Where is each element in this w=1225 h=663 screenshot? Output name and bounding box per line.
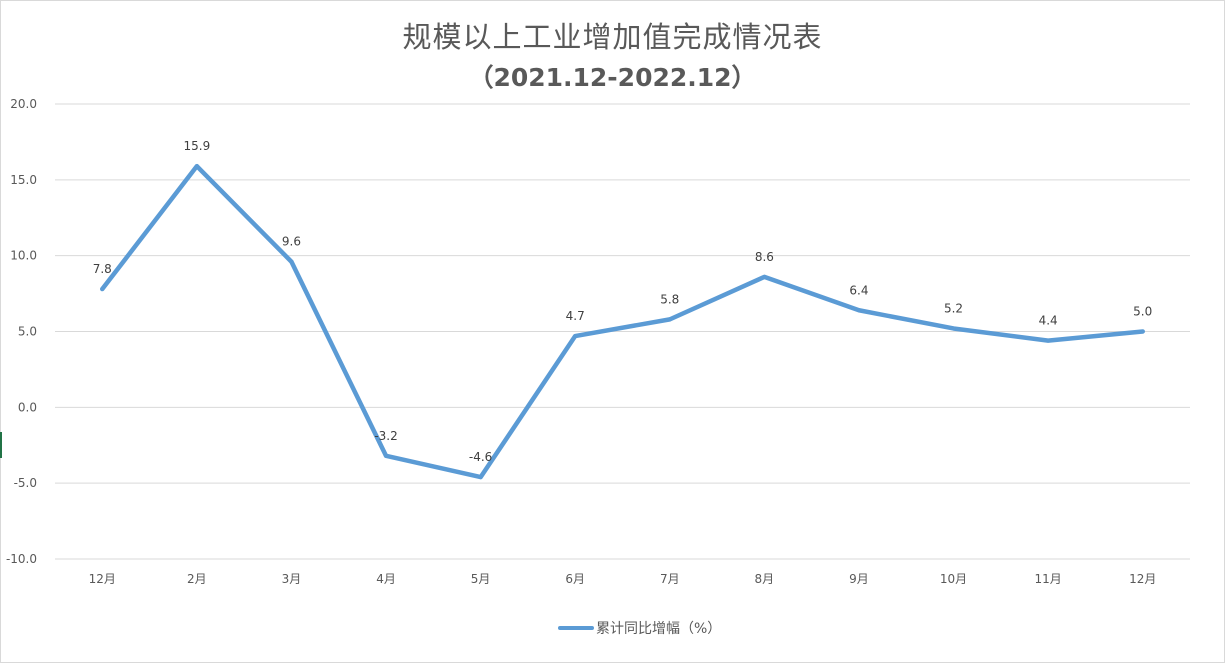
data-label: 5.2	[944, 301, 963, 315]
data-label: 15.9	[184, 139, 211, 153]
x-tick-label: 5月	[471, 572, 491, 586]
data-label: 4.4	[1039, 314, 1058, 328]
data-point	[762, 274, 767, 279]
legend: 累计同比增幅（%）	[558, 618, 721, 638]
x-tick-label: 8月	[755, 572, 775, 586]
data-point	[100, 287, 105, 292]
data-point	[951, 326, 956, 331]
data-label: 6.4	[849, 283, 868, 297]
x-tick-label: 7月	[660, 572, 680, 586]
legend-label: 累计同比增幅（%）	[596, 621, 722, 637]
data-label: -4.6	[469, 450, 492, 464]
data-point	[384, 453, 389, 458]
chart-title: 规模以上工业增加值完成情况表	[402, 20, 823, 54]
data-label: -3.2	[374, 429, 397, 443]
x-tick-label: 2月	[187, 572, 207, 586]
y-tick-label: 5.0	[18, 325, 37, 339]
data-point	[1140, 329, 1145, 334]
data-label: 4.7	[566, 309, 585, 323]
x-tick-label: 11月	[1034, 572, 1061, 586]
x-tick-label: 12月	[1129, 572, 1156, 586]
y-tick-label: -10.0	[6, 552, 37, 566]
x-tick-label: 3月	[282, 572, 302, 586]
chart-subtitle: （2021.12-2022.12）	[468, 63, 757, 92]
y-tick-label: 10.0	[10, 249, 37, 263]
selection-marker	[0, 432, 2, 458]
data-point	[573, 334, 578, 339]
data-label: 7.8	[93, 262, 112, 276]
y-tick-label: 15.0	[10, 173, 37, 187]
data-label: 8.6	[755, 250, 774, 264]
data-point	[478, 475, 483, 480]
series-line	[100, 163, 1145, 480]
y-tick-label: -5.0	[14, 476, 37, 490]
data-point	[667, 317, 672, 322]
data-point	[194, 164, 199, 169]
data-label: 9.6	[282, 235, 301, 249]
x-tick-label: 6月	[565, 572, 585, 586]
data-label: 5.0	[1133, 305, 1152, 319]
x-tick-label: 12月	[89, 572, 116, 586]
x-tick-label: 10月	[940, 572, 967, 586]
data-point	[856, 308, 861, 313]
legend-line-swatch	[558, 626, 594, 630]
data-label: 5.8	[660, 292, 679, 306]
y-tick-label: 0.0	[18, 400, 37, 414]
data-point	[1046, 338, 1051, 343]
x-tick-label: 4月	[376, 572, 396, 586]
y-tick-label: 20.0	[10, 97, 37, 111]
data-point	[289, 259, 294, 264]
x-tick-label: 9月	[849, 572, 869, 586]
